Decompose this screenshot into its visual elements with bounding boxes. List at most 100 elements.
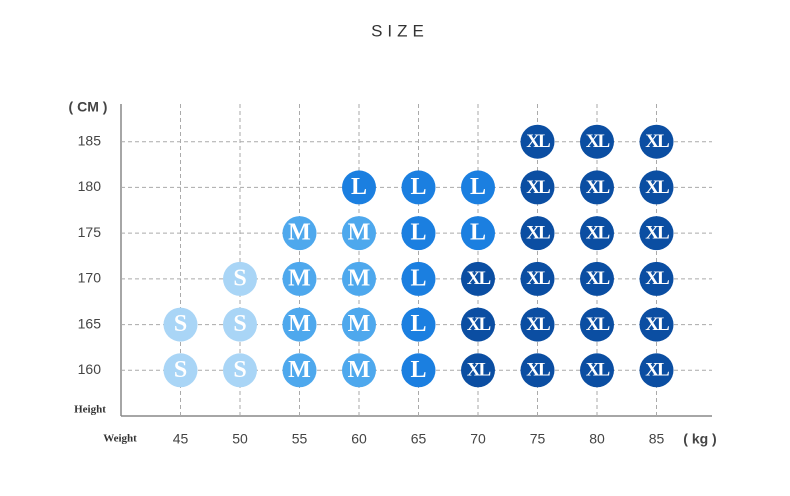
size-dot: [401, 261, 436, 296]
size-dot: [401, 353, 436, 388]
size-label: XL: [586, 314, 610, 335]
size-label: L: [410, 265, 426, 291]
y-tick-label: 170: [78, 270, 102, 286]
x-tick-label: 80: [589, 431, 605, 447]
size-dot: [639, 353, 674, 388]
size-label: M: [288, 220, 311, 246]
y-tick-label: 165: [78, 315, 102, 331]
size-dot: [401, 307, 436, 342]
size-dot: [342, 353, 376, 388]
size-dot: [639, 261, 674, 296]
x-tick-label: 70: [470, 431, 486, 447]
size-label: XL: [526, 268, 550, 289]
size-label: XL: [526, 177, 550, 198]
size-dot: [461, 170, 495, 205]
size-label: S: [174, 311, 187, 337]
size-label: L: [410, 311, 426, 337]
size-label: XL: [645, 131, 669, 152]
size-dot: [163, 307, 198, 342]
size-label: S: [174, 357, 187, 383]
size-dot: [282, 261, 317, 296]
size-dot: [223, 307, 257, 342]
size-label: L: [410, 174, 426, 200]
size-dot: [282, 216, 317, 251]
size-label: XL: [586, 177, 610, 198]
size-label: M: [288, 357, 311, 383]
size-dot: [461, 307, 495, 342]
size-dot: [580, 216, 614, 251]
size-dot: [520, 216, 555, 251]
size-dot: [461, 216, 495, 251]
size-label: M: [348, 220, 371, 246]
size-label: XL: [526, 223, 550, 244]
size-label: XL: [586, 223, 610, 244]
size-label: S: [233, 311, 246, 337]
size-label: M: [348, 311, 371, 337]
size-label: XL: [645, 177, 669, 198]
size-dot: [639, 216, 674, 251]
size-label: L: [410, 357, 426, 383]
y-tick-label: 180: [78, 178, 102, 194]
size-label: M: [348, 265, 371, 291]
size-dot: [342, 170, 376, 205]
size-label: XL: [526, 360, 550, 381]
x-tick-label: 45: [173, 431, 189, 447]
size-dot: [639, 170, 674, 205]
size-label: S: [233, 357, 246, 383]
size-label: L: [470, 174, 486, 200]
size-dot: [342, 261, 376, 296]
chart-title: SIZE: [371, 21, 429, 40]
size-dot: [461, 353, 495, 388]
x-tick-label: 85: [649, 431, 665, 447]
size-dot: [342, 216, 376, 251]
size-dot: [520, 170, 555, 205]
size-dot: [401, 170, 436, 205]
size-dot: [580, 124, 614, 159]
x-tick-label: 65: [411, 431, 427, 447]
size-label: XL: [526, 314, 550, 335]
size-dot: [580, 307, 614, 342]
x-tick-label: 60: [351, 431, 367, 447]
size-dot: [580, 261, 614, 296]
size-label: XL: [586, 268, 610, 289]
size-label: M: [288, 265, 311, 291]
size-dot: [520, 124, 555, 159]
size-label: M: [288, 311, 311, 337]
size-dot: [282, 307, 317, 342]
size-dot: [520, 353, 555, 388]
size-label: L: [470, 220, 486, 246]
size-label: XL: [645, 223, 669, 244]
size-label: XL: [526, 131, 550, 152]
size-label: L: [410, 220, 426, 246]
size-dot: [639, 307, 674, 342]
x-tick-label: 55: [292, 431, 308, 447]
size-label: XL: [467, 360, 491, 381]
x-tick-label: 75: [530, 431, 546, 447]
size-dot: [580, 170, 614, 205]
size-dot: [520, 261, 555, 296]
size-dot: [282, 353, 317, 388]
size-dot: [163, 353, 198, 388]
size-label: XL: [467, 268, 491, 289]
size-dot: [223, 261, 257, 296]
size-label: XL: [645, 268, 669, 289]
size-label: S: [233, 265, 246, 291]
size-label: XL: [645, 314, 669, 335]
x-tick-label: 50: [232, 431, 248, 447]
size-label: M: [348, 357, 371, 383]
size-label: XL: [645, 360, 669, 381]
size-dot: [342, 307, 376, 342]
x-axis-label: ( kg ): [683, 431, 716, 447]
y-tick-label: 160: [78, 361, 102, 377]
size-label: L: [351, 174, 367, 200]
y-axis-name: Height: [74, 404, 106, 416]
y-tick-label: 185: [78, 132, 102, 148]
size-label: XL: [467, 314, 491, 335]
size-label: XL: [586, 360, 610, 381]
y-axis-label: ( CM ): [69, 99, 108, 115]
size-dot: [639, 124, 674, 159]
size-dot: [461, 261, 495, 296]
x-axis-name: Weight: [103, 433, 137, 445]
size-label: XL: [586, 131, 610, 152]
